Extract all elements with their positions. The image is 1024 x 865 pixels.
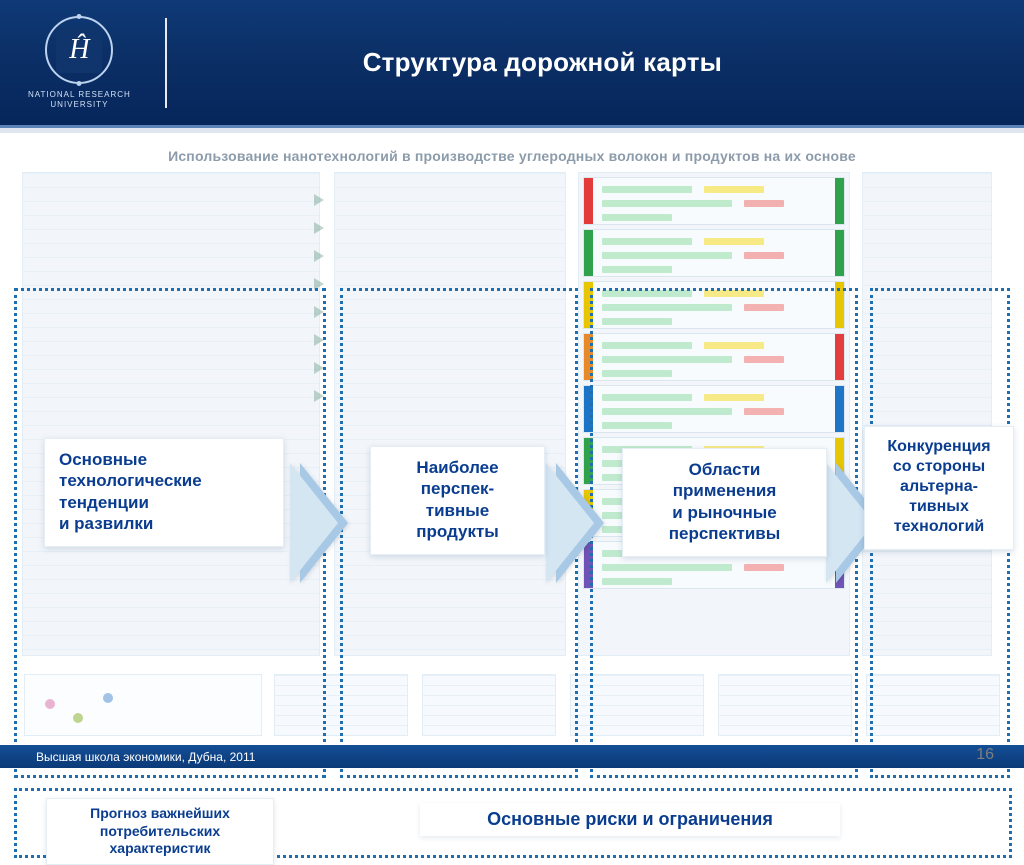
slide-header: Ĥ NATIONAL RESEARCH UNIVERSITY Структура… (0, 0, 1024, 128)
label-tech-trends: Основные технологические тенденциии разв… (44, 438, 284, 547)
slide-title: Структура дорожной карты (201, 47, 1024, 78)
doc-strip (583, 177, 845, 225)
label-markets: Области примененияи рыночные перспективы (622, 448, 827, 557)
footer-text: Высшая школа экономики, Дубна, 2011 (36, 750, 255, 764)
page-number: 16 (976, 746, 994, 764)
doc-title: Использование нанотехнологий в производс… (14, 148, 1010, 164)
logo-caption: NATIONAL RESEARCH UNIVERSITY (28, 90, 131, 110)
slide-footer: Высшая школа экономики, Дубна, 2011 16 (0, 745, 1024, 768)
label-forecast: Прогноз важнейших потребительских характ… (46, 798, 274, 865)
logo-block: Ĥ NATIONAL RESEARCH UNIVERSITY (28, 16, 131, 110)
label-products: Наиболее перспек-тивные продукты (370, 446, 545, 555)
label-risks: Основные риски и ограничения (420, 803, 840, 836)
slide-body: Использование нанотехнологий в производс… (0, 128, 1024, 768)
logo-ring: Ĥ (45, 16, 113, 84)
logo-glyph: Ĥ (56, 27, 102, 73)
doc-strip (583, 229, 845, 277)
chevron-1 (300, 463, 348, 583)
chevron-2 (556, 463, 604, 583)
header-divider (165, 18, 167, 108)
label-competition: Конкуренция со стороны альтерна-тивных т… (864, 426, 1014, 550)
